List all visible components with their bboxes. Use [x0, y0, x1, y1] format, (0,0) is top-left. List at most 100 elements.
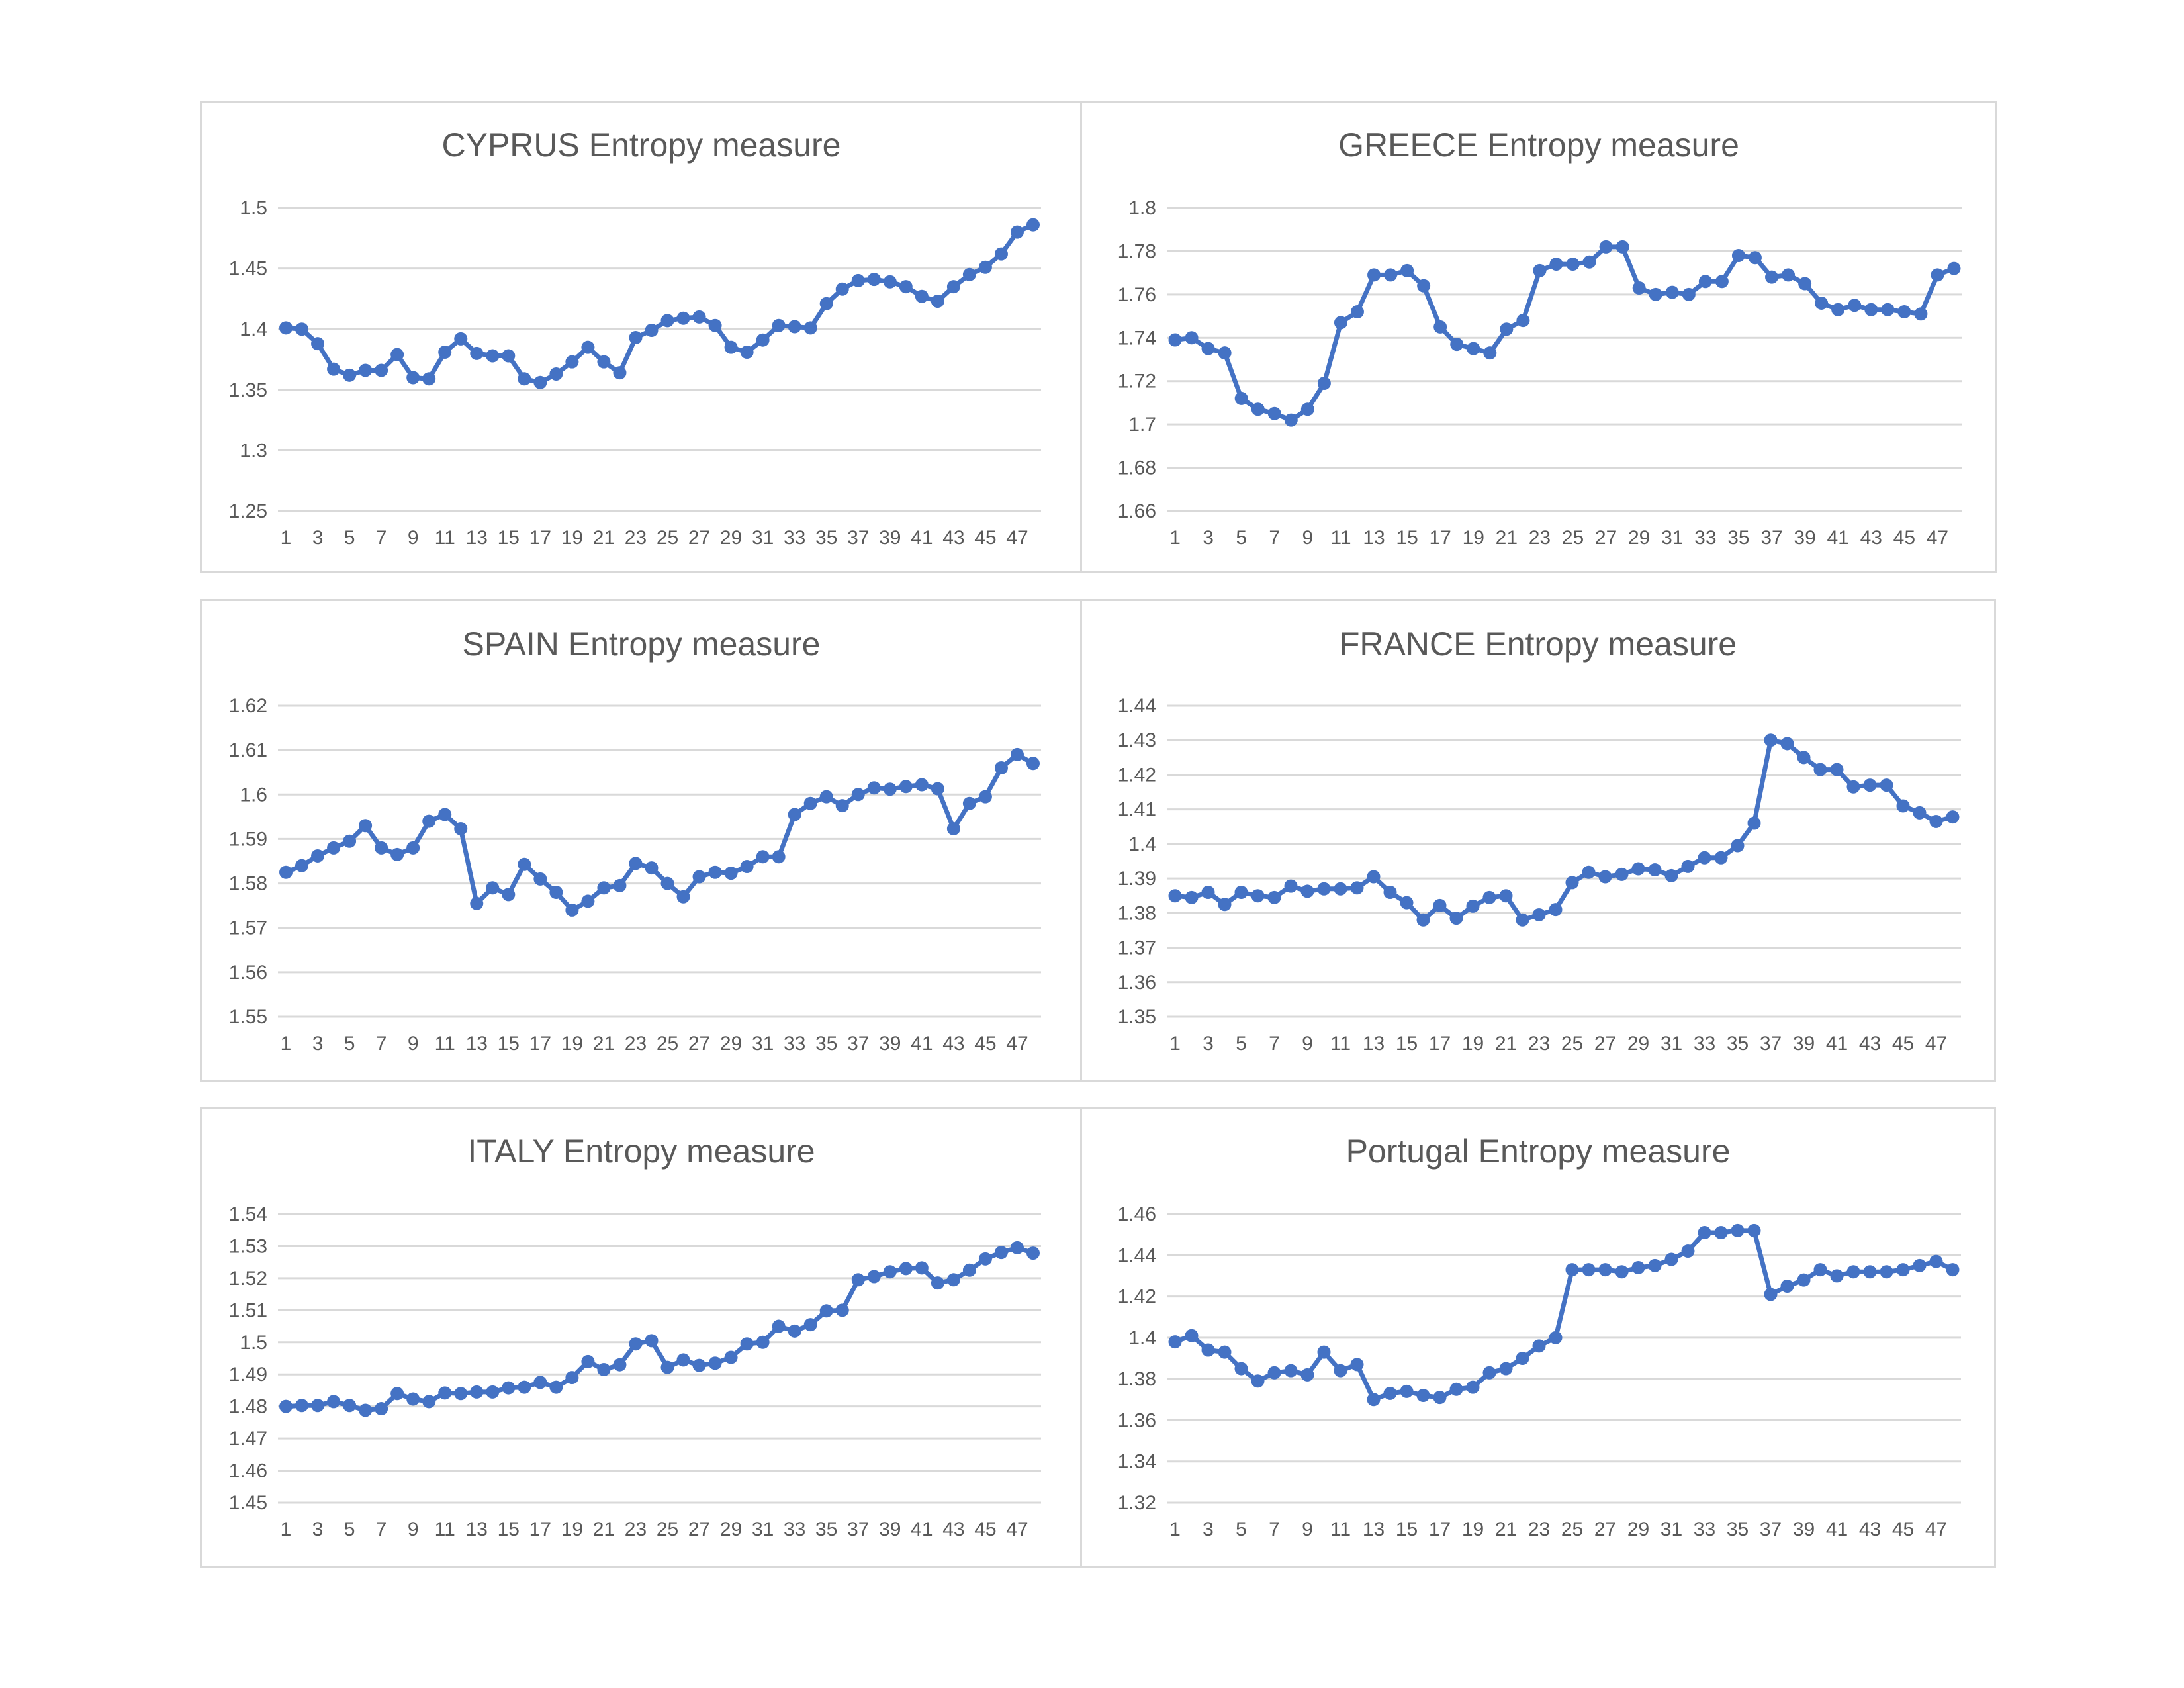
data-point — [851, 1273, 865, 1287]
x-tick-label: 21 — [1496, 527, 1518, 549]
data-point — [1797, 1273, 1811, 1287]
data-point — [581, 894, 595, 908]
x-tick-label: 47 — [1925, 1033, 1947, 1055]
x-tick-label: 41 — [911, 1519, 933, 1540]
x-tick-label: 37 — [1760, 1033, 1782, 1055]
data-point — [1416, 913, 1430, 927]
data-point — [1549, 1331, 1563, 1344]
data-point — [629, 1337, 643, 1351]
x-tick-label: 25 — [657, 1033, 678, 1055]
x-tick-label: 31 — [1661, 1519, 1682, 1540]
x-tick-label: 41 — [1826, 1033, 1848, 1055]
data-point — [1881, 303, 1895, 316]
x-tick-label: 33 — [1694, 1033, 1715, 1055]
x-tick-label: 21 — [593, 527, 615, 549]
data-point — [1185, 1329, 1199, 1342]
data-point — [486, 881, 500, 895]
data-point — [883, 1265, 897, 1279]
x-tick-label: 35 — [815, 1519, 837, 1540]
x-tick-label: 19 — [561, 1033, 583, 1055]
data-point — [327, 362, 341, 376]
data-point — [390, 1387, 404, 1401]
y-tick-label: 1.72 — [1118, 371, 1156, 393]
data-point — [1747, 1223, 1761, 1237]
x-tick-label: 15 — [498, 1519, 520, 1540]
y-tick-label: 1.32 — [1118, 1492, 1156, 1514]
data-point — [1300, 402, 1314, 416]
data-point — [1813, 763, 1827, 776]
data-point — [1929, 814, 1943, 828]
series-line — [283, 752, 1036, 913]
data-point — [915, 778, 929, 792]
data-point — [867, 781, 881, 795]
x-tick-label: 7 — [1269, 527, 1280, 549]
y-tick-label: 1.66 — [1118, 500, 1156, 522]
x-tick-label: 25 — [1561, 1033, 1583, 1055]
data-point — [803, 1318, 817, 1332]
data-point — [629, 857, 643, 870]
data-point — [581, 1354, 595, 1368]
data-point — [1010, 1241, 1024, 1254]
x-tick-label: 27 — [1594, 1033, 1616, 1055]
y-tick-label: 1.35 — [229, 379, 267, 401]
data-point — [1565, 876, 1579, 890]
data-point — [788, 808, 801, 821]
data-point — [533, 872, 547, 886]
data-point — [359, 819, 373, 833]
data-point — [1433, 1391, 1447, 1405]
data-point — [454, 332, 468, 346]
data-point — [1698, 275, 1712, 289]
data-point — [1896, 799, 1910, 813]
y-tick-label: 1.76 — [1118, 284, 1156, 306]
data-point — [1846, 780, 1860, 794]
data-point — [835, 1303, 849, 1317]
data-point — [899, 1262, 913, 1276]
data-point — [279, 865, 293, 879]
data-point — [962, 267, 976, 281]
data-point — [676, 890, 690, 904]
data-point — [756, 850, 770, 864]
portugal-chart-svg: Portugal Entropy measure 1.32 1.34 1.36 1.38… — [1118, 1133, 1961, 1540]
y-tick-label: 1.5 — [240, 1332, 267, 1354]
x-tick-label: 5 — [344, 1033, 355, 1055]
series-line — [1173, 244, 1956, 423]
x-tick-label: 27 — [1595, 527, 1617, 549]
data-point — [502, 888, 516, 902]
y-tick-label: 1.62 — [229, 695, 267, 717]
data-point — [1218, 898, 1232, 912]
x-tick-label: 7 — [376, 527, 387, 549]
x-tick-label: 37 — [847, 527, 869, 549]
data-point — [1863, 778, 1877, 792]
data-point — [1598, 1263, 1612, 1277]
data-point — [660, 1360, 674, 1374]
x-tick-label: 41 — [1826, 1519, 1848, 1540]
data-point — [1218, 346, 1232, 360]
data-point — [1317, 1345, 1331, 1359]
x-tick-label: 1 — [1169, 1519, 1181, 1540]
x-tick-label: 1 — [1169, 527, 1181, 549]
x-tick-label: 35 — [1727, 527, 1749, 549]
data-point — [533, 375, 547, 389]
data-point — [311, 337, 325, 351]
data-point — [613, 366, 627, 380]
data-point — [438, 1386, 452, 1400]
x-tick-label: 1 — [281, 527, 292, 549]
x-tick-label: 31 — [752, 1033, 774, 1055]
x-tick-label: 31 — [1661, 527, 1683, 549]
data-point — [1383, 886, 1397, 899]
data-point — [788, 320, 801, 334]
data-point — [518, 857, 531, 871]
x-tick-label: 9 — [408, 1519, 419, 1540]
y-tick-label: 1.42 — [1118, 1286, 1156, 1308]
x-tick-label: 19 — [561, 1519, 583, 1540]
data-point — [660, 876, 674, 890]
data-point — [1715, 275, 1729, 289]
data-point — [390, 348, 404, 361]
y-tick-label: 1.53 — [229, 1235, 267, 1257]
y-tick-label: 1.48 — [229, 1396, 267, 1418]
data-point — [1565, 1263, 1579, 1277]
data-point — [1631, 862, 1645, 876]
data-point — [581, 340, 595, 354]
x-tick-label: 47 — [1927, 527, 1948, 549]
portugal-chart: Portugal Entropy measure 1.32 1.34 1.36 1.38… — [1080, 1107, 1996, 1568]
